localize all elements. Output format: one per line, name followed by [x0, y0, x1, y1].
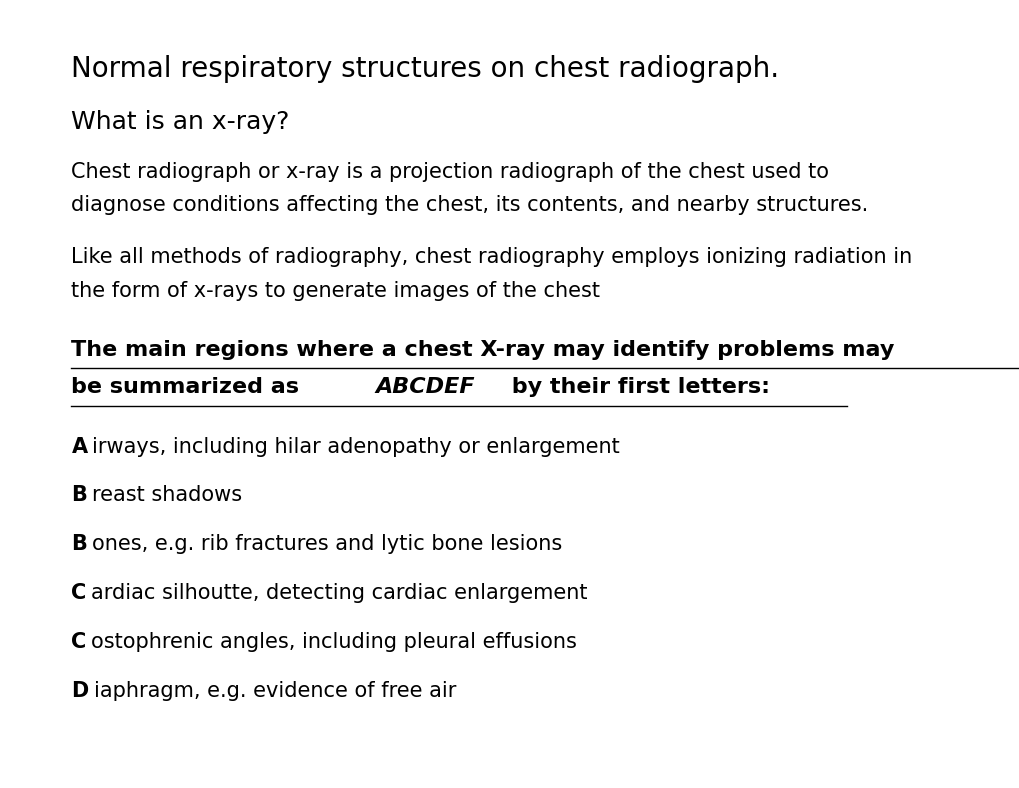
Text: iaphragm, e.g. evidence of free air: iaphragm, e.g. evidence of free air	[94, 681, 455, 701]
Text: The main regions where a chest X-ray may identify problems may: The main regions where a chest X-ray may…	[71, 340, 902, 359]
Text: by their first letters:: by their first letters:	[503, 377, 769, 397]
Text: be summarized as: be summarized as	[71, 377, 307, 397]
Text: ostophrenic angles, including pleural effusions: ostophrenic angles, including pleural ef…	[91, 632, 577, 652]
Text: ardiac silhoutte, detecting cardiac enlargement: ardiac silhoutte, detecting cardiac enla…	[91, 583, 587, 603]
Text: Chest radiograph or x-ray is a projection radiograph of the chest used to: Chest radiograph or x-ray is a projectio…	[71, 162, 828, 181]
Text: diagnose conditions affecting the chest, its contents, and nearby structures.: diagnose conditions affecting the chest,…	[71, 195, 868, 215]
Text: irways, including hilar adenopathy or enlargement: irways, including hilar adenopathy or en…	[92, 437, 620, 456]
Text: ones, e.g. rib fractures and lytic bone lesions: ones, e.g. rib fractures and lytic bone …	[92, 534, 561, 554]
Text: the form of x-rays to generate images of the chest: the form of x-rays to generate images of…	[71, 281, 600, 300]
Text: A: A	[71, 437, 88, 456]
Text: What is an x-ray?: What is an x-ray?	[71, 110, 289, 134]
Text: C: C	[71, 632, 87, 652]
Text: D: D	[71, 681, 89, 701]
Text: C: C	[71, 583, 87, 603]
Text: reast shadows: reast shadows	[92, 485, 242, 505]
Text: Normal respiratory structures on chest radiograph.: Normal respiratory structures on chest r…	[71, 55, 779, 84]
Text: B: B	[71, 485, 88, 505]
Text: B: B	[71, 534, 88, 554]
Text: ABCDEF: ABCDEF	[375, 377, 475, 397]
Text: Like all methods of radiography, chest radiography employs ionizing radiation in: Like all methods of radiography, chest r…	[71, 247, 912, 266]
